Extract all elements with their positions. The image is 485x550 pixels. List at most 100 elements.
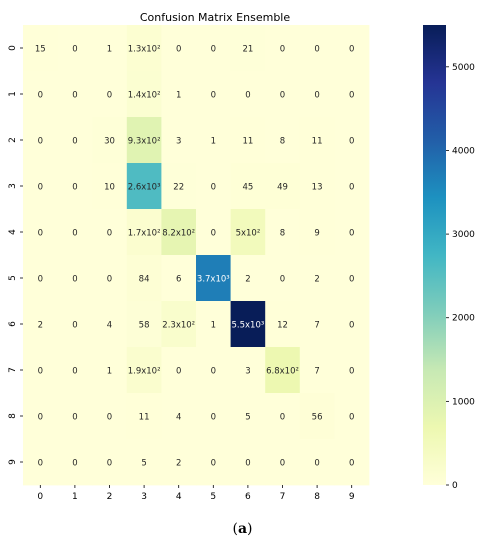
heatmap-cell [230,439,266,486]
heatmap-cell [92,163,128,210]
caption-prefix: ( [232,521,238,537]
heatmap-cell [230,71,266,118]
heatmap-cell [126,393,162,440]
cell-value-label: 8 [280,137,285,147]
heatmap-cell [23,255,58,302]
cell-value-label: 0 [38,413,43,423]
heatmap-cell [334,347,370,394]
colorbar-tick-label: 4000 [452,146,475,156]
cell-value-label: 0 [72,459,77,469]
cell-value-labels: 15 0 1 1.3x10² 0 0 21 0 0 00 0 0 1.4x10² 1 0 0 0 0 00 0 30 9.… [35,45,355,469]
heatmap-cell [265,163,301,210]
heatmap-cell [334,25,370,72]
x-tick-label: 9 [349,492,355,502]
heatmap-cell [334,163,370,210]
heatmap-cell [196,71,231,118]
cell-value-label: 2 [176,459,181,469]
cell-value-label: 0 [349,183,354,193]
heatmap-cell [161,25,197,72]
cell-value-label: 8.2x10² [162,229,195,239]
heatmap-cell [334,255,370,302]
cell-value-label: 0 [211,367,216,377]
cell-value-label: 0 [280,459,285,469]
y-tick-label: 8 [8,413,18,419]
heatmap-cell [57,163,93,210]
colorbar-tick-label: 2000 [452,314,475,324]
heatmap-cell [196,117,231,164]
cell-value-label: 5 [245,413,250,423]
figure-caption: (a) [0,521,485,537]
cell-value-label: 0 [211,183,216,193]
y-tick-label: 5 [8,275,18,281]
cell-value-label: 0 [176,367,181,377]
heatmap-cell [161,301,197,348]
y-tick-label: 0 [8,45,18,51]
heatmap-cell [230,393,266,440]
cell-value-label: 0 [38,91,43,101]
y-tick-label: 6 [8,321,18,327]
cell-value-label: 4 [107,321,112,331]
heatmap-cell [92,439,128,486]
chart-title: Confusion Matrix Ensemble [140,11,291,24]
cell-value-label: 0 [280,275,285,285]
cell-value-label: 1 [107,367,112,377]
cell-value-label: 30 [104,137,115,147]
cell-value-label: 0 [72,321,77,331]
heatmap-cell [334,439,370,486]
cell-value-label: 2.3x10² [162,321,195,331]
cell-value-label: 2 [314,275,319,285]
cell-value-label: 21 [242,45,253,55]
x-tick-label: 4 [176,492,182,502]
heatmap-cell [57,255,93,302]
heatmap-cell [57,209,93,256]
cell-value-label: 7 [314,367,319,377]
x-tick-label: 7 [280,492,286,502]
heatmap-cell [23,25,58,72]
cell-value-label: 0 [72,45,77,55]
cell-value-label: 0 [72,183,77,193]
cell-value-label: 0 [245,91,250,101]
heatmap-cell [196,301,231,348]
x-tick-label: 2 [107,492,113,502]
cell-value-label: 0 [176,45,181,55]
heatmap-cell [92,393,128,440]
cell-value-label: 4 [176,413,181,423]
caption-suffix: ) [247,521,253,537]
heatmap-cell [23,301,58,348]
cell-value-label: 0 [349,137,354,147]
heatmap-cell [196,393,231,440]
y-tick-label: 3 [8,183,18,189]
cell-value-label: 0 [72,275,77,285]
heatmap-cell [23,439,58,486]
y-tick-label: 7 [8,367,18,373]
x-tick-label: 0 [37,492,43,502]
heatmap-cell [126,163,162,210]
cell-value-label: 22 [173,183,184,193]
cell-value-label: 0 [38,183,43,193]
cell-value-label: 0 [349,459,354,469]
cell-value-label: 0 [211,413,216,423]
cell-value-label: 1.3x10² [128,45,161,55]
heatmap-cell [126,117,162,164]
heatmap-cell [299,347,335,394]
x-axis-ticks: 0 1 2 3 4 5 6 7 8 9 [37,485,355,502]
heatmap-cell [57,71,93,118]
heatmap-cell [126,347,162,394]
heatmap-cell [230,347,266,394]
cell-value-label: 0 [211,229,216,239]
heatmap-cell [92,255,128,302]
heatmap-cell [92,117,128,164]
cell-value-label: 0 [245,459,250,469]
heatmap-cell [23,347,58,394]
heatmap-cell [23,163,58,210]
colorbar-tick-label: 0 [452,481,458,491]
cell-value-label: 3 [245,367,250,377]
heatmap-cell [57,393,93,440]
cell-value-label: 0 [72,91,77,101]
heatmap-cell [57,439,93,486]
cell-value-label: 0 [211,91,216,101]
cell-value-label: 0 [107,413,112,423]
heatmap-cell [299,209,335,256]
cell-value-label: 58 [139,321,150,331]
heatmap-cell [23,71,58,118]
